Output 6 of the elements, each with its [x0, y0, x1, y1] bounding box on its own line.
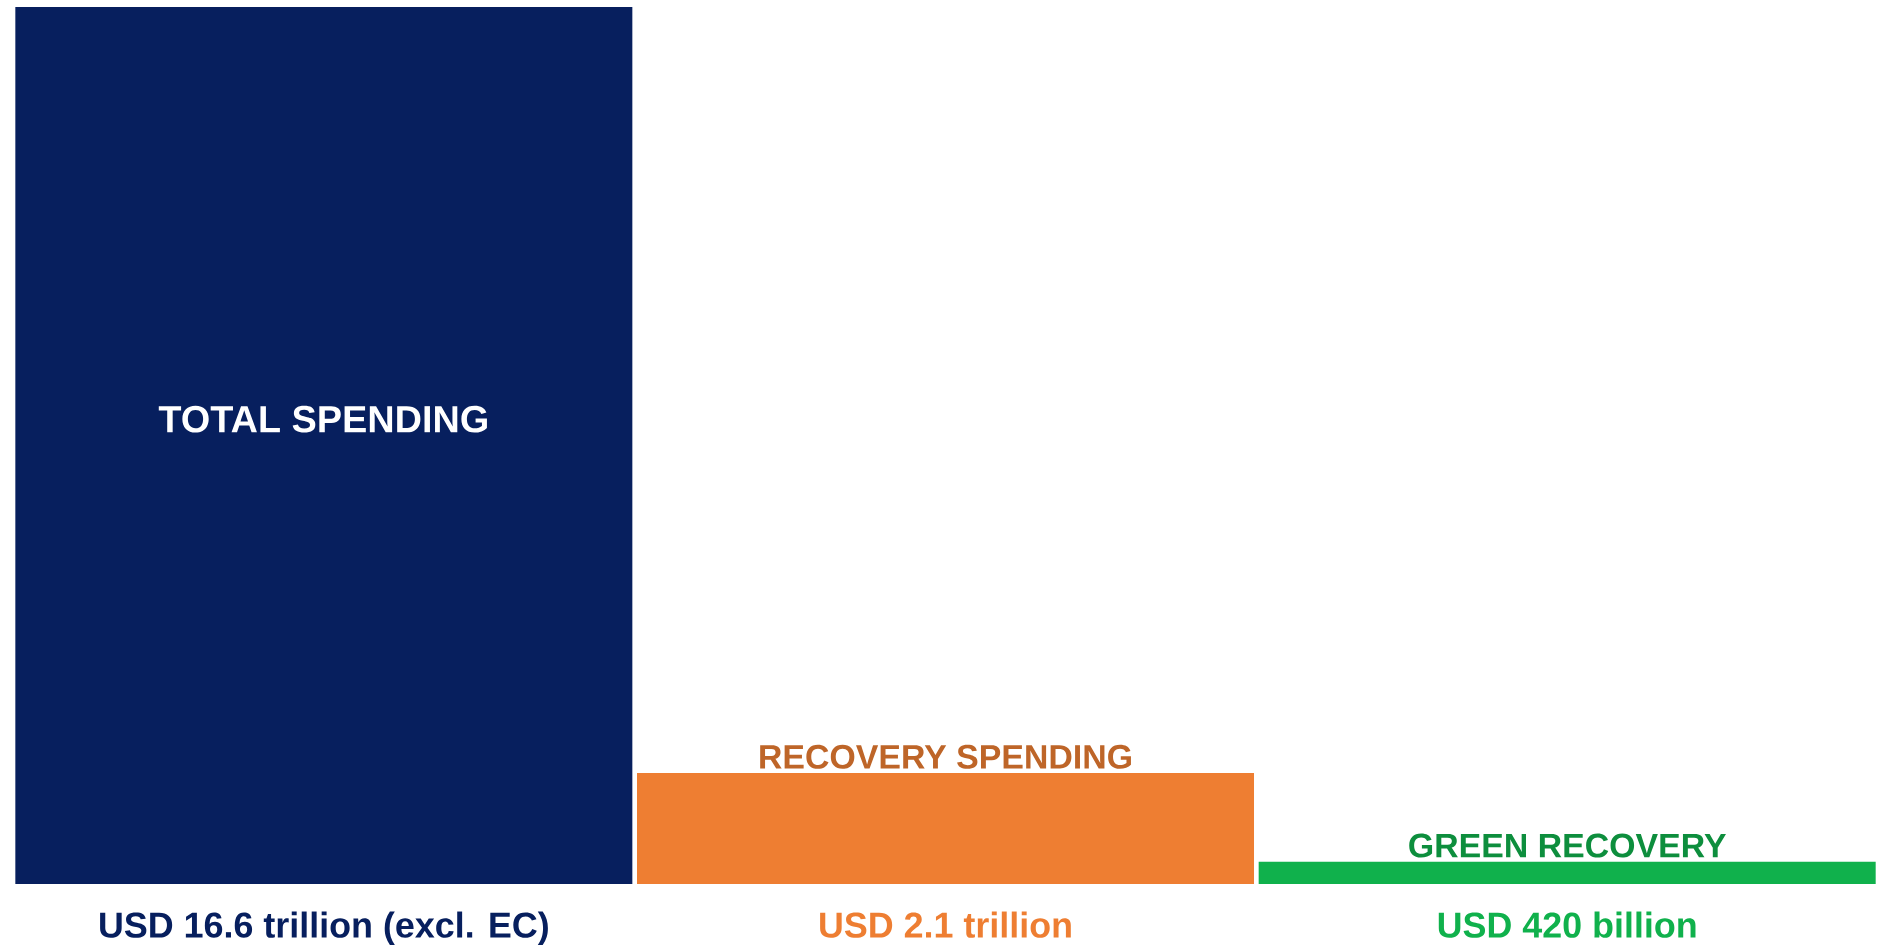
- x-tick-label: TOTAL SPENDING: [158, 405, 487, 433]
- x-tick-label: GREEN RECOVERY: [1409, 833, 1726, 858]
- data-label: USD 16.6 trillion (excl. EC): [100, 911, 548, 945]
- data-label: USD 2.1 trillion: [820, 911, 1071, 938]
- x-tick-label: RECOVERY SPENDING: [760, 744, 1131, 769]
- data-label: USD 420 billion: [1438, 911, 1696, 938]
